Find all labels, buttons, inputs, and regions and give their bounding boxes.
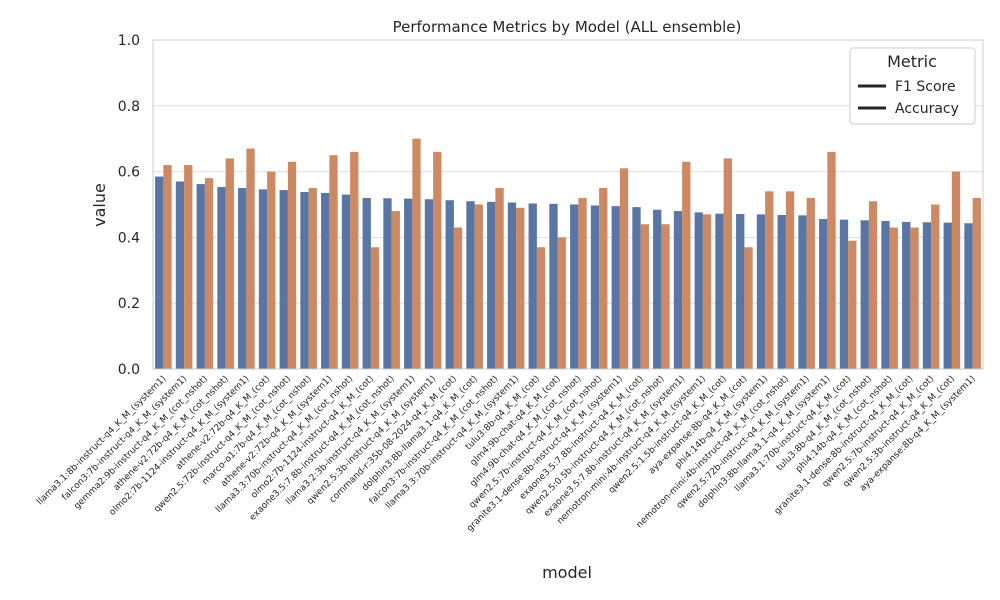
- bar-accuracy: [184, 165, 193, 369]
- bar-f1-score: [590, 205, 600, 369]
- y-tick-label: 0.0: [118, 362, 140, 378]
- bar-f1-score: [964, 223, 973, 369]
- bar-accuracy: [661, 224, 670, 369]
- bar-accuracy: [329, 155, 338, 369]
- bar-f1-score: [362, 197, 371, 369]
- bar-accuracy: [931, 204, 940, 369]
- bar-f1-score: [466, 201, 475, 369]
- bar-accuracy: [972, 197, 981, 369]
- bar-accuracy: [827, 151, 836, 369]
- bar-f1-score: [839, 219, 849, 369]
- bar-accuracy: [619, 168, 629, 369]
- bar-accuracy: [391, 211, 400, 369]
- y-tick-label: 0.8: [118, 99, 140, 115]
- bar-f1-score: [715, 213, 724, 369]
- bar-accuracy: [868, 201, 878, 369]
- bar-accuracy: [806, 197, 815, 369]
- bar-accuracy: [204, 178, 214, 369]
- bar-f1-score: [798, 215, 807, 369]
- y-tick-label: 1.0: [118, 33, 140, 49]
- bar-f1-score: [321, 192, 330, 369]
- bar-f1-score: [819, 218, 828, 369]
- bar-accuracy: [246, 148, 255, 369]
- bar-f1-score: [404, 198, 413, 369]
- bar-accuracy: [702, 214, 712, 369]
- y-axis-title: value: [90, 183, 109, 227]
- bar-f1-score: [694, 212, 703, 369]
- bar-f1-score: [507, 202, 517, 369]
- bar-accuracy: [723, 158, 732, 369]
- bar-f1-score: [943, 222, 952, 369]
- bar-f1-score: [632, 207, 641, 369]
- bar-f1-score: [217, 187, 226, 369]
- bar-accuracy: [785, 191, 795, 369]
- bar-f1-score: [300, 191, 309, 369]
- y-axis: 0.0 0.2 0.4 0.6 0.8 1.0: [118, 33, 140, 378]
- bar-accuracy: [682, 161, 691, 369]
- bar-f1-score: [922, 222, 932, 369]
- bar-accuracy: [578, 197, 587, 369]
- bar-accuracy: [910, 227, 919, 369]
- y-tick-label: 0.6: [118, 165, 140, 181]
- bar-f1-score: [777, 215, 786, 369]
- bar-accuracy: [640, 224, 649, 369]
- bar-f1-score: [279, 190, 288, 369]
- bar-f1-score: [487, 201, 496, 369]
- legend: Metric F1 Score Accuracy: [849, 47, 976, 125]
- bar-f1-score: [528, 203, 537, 369]
- bar-f1-score: [175, 181, 185, 369]
- bar-accuracy: [516, 207, 525, 369]
- bar-f1-score: [383, 198, 392, 369]
- bar-f1-score: [902, 221, 911, 369]
- legend-box: [849, 47, 976, 125]
- bar-accuracy: [744, 247, 753, 369]
- bar-f1-score: [673, 211, 683, 369]
- bar-f1-score: [445, 200, 454, 369]
- bar-accuracy: [163, 165, 172, 369]
- bar-accuracy: [599, 188, 608, 369]
- bar-f1-score: [549, 203, 558, 369]
- bar-f1-score: [860, 220, 869, 369]
- bar-f1-score: [570, 204, 579, 369]
- legend-title: Metric: [887, 52, 937, 71]
- legend-label-f1: F1 Score: [895, 79, 956, 95]
- bar-accuracy: [225, 158, 234, 369]
- bar-accuracy: [350, 151, 359, 369]
- bar-accuracy: [765, 191, 774, 369]
- x-axis-title: model: [542, 563, 592, 582]
- bar-f1-score: [196, 184, 205, 369]
- y-tick-label: 0.4: [118, 230, 140, 246]
- bar-f1-score: [155, 176, 164, 369]
- bars: [155, 138, 981, 369]
- bar-accuracy: [889, 227, 898, 369]
- bar-accuracy: [412, 138, 421, 369]
- y-tick-label: 0.2: [118, 296, 140, 312]
- bar-accuracy: [370, 247, 380, 369]
- bar-accuracy: [308, 188, 317, 369]
- bar-accuracy: [453, 227, 463, 369]
- bar-f1-score: [881, 220, 890, 369]
- bar-f1-score: [756, 214, 766, 369]
- bar-accuracy: [848, 240, 857, 369]
- x-axis: llama3.1:8b-instruct-q4_K_M_(system1)fal…: [35, 374, 977, 534]
- bar-f1-score: [736, 214, 745, 369]
- bar-accuracy: [474, 204, 483, 369]
- bar-accuracy: [536, 247, 546, 369]
- bar-f1-score: [258, 189, 268, 369]
- bar-accuracy: [287, 161, 297, 369]
- bar-f1-score: [238, 188, 247, 369]
- chart-title: Performance Metrics by Model (ALL ensemb…: [393, 18, 742, 36]
- bar-accuracy: [495, 188, 504, 369]
- bar-accuracy: [557, 237, 566, 369]
- bar-accuracy: [951, 171, 961, 369]
- bar-f1-score: [611, 206, 620, 369]
- bar-f1-score: [424, 199, 434, 369]
- legend-label-accuracy: Accuracy: [895, 101, 959, 117]
- bar-accuracy: [433, 151, 442, 369]
- bar-f1-score: [653, 209, 662, 369]
- bar-f1-score: [341, 194, 351, 369]
- bar-accuracy: [267, 171, 276, 369]
- plot-frame: [152, 39, 984, 370]
